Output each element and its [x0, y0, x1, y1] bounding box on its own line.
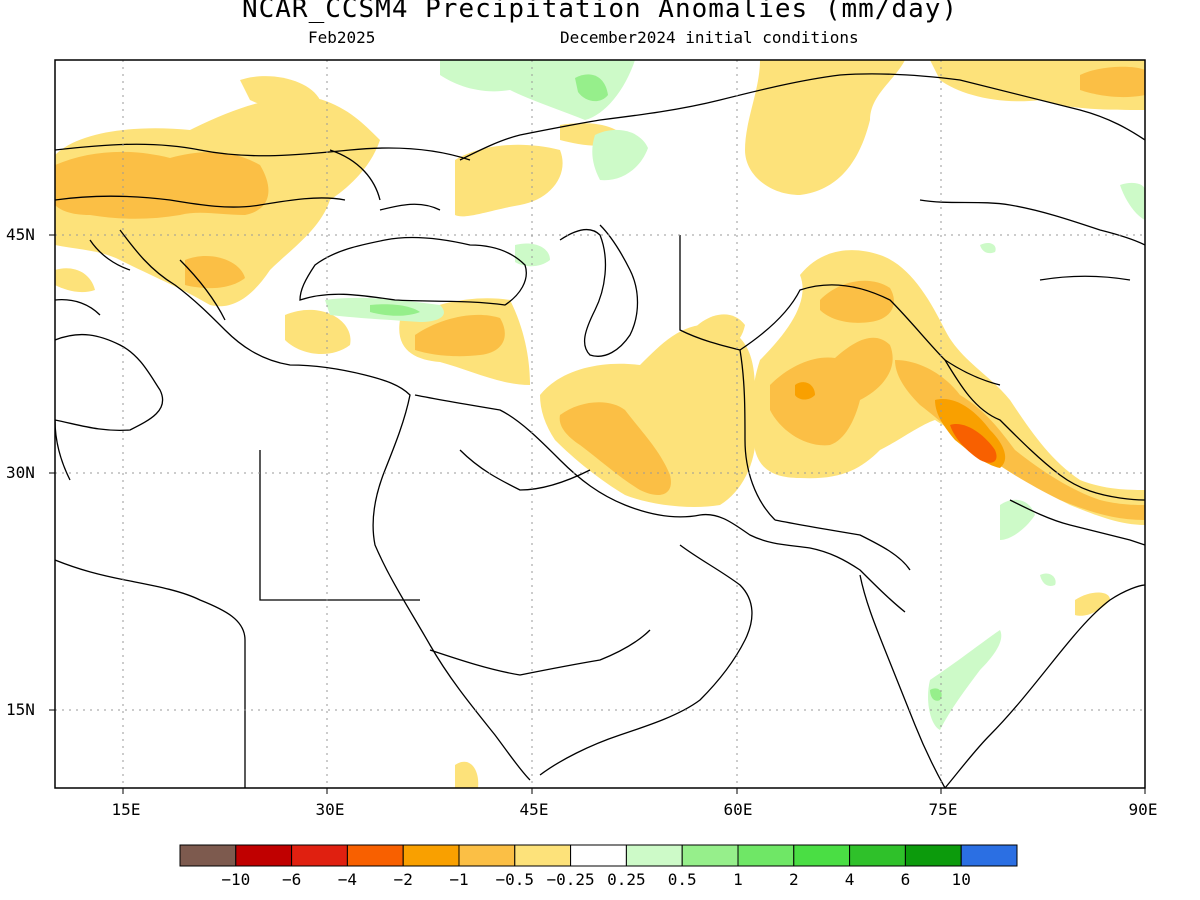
anomaly-shading: [55, 60, 1145, 788]
lon-label-90e: 90E: [1128, 800, 1158, 819]
colorbar-swatch: [960, 844, 1018, 867]
colorbar-label: 0.5: [667, 870, 697, 889]
lat-label-15n: 15N: [6, 700, 35, 719]
graticule: [55, 60, 1145, 788]
axis-ticks: [49, 234, 1146, 794]
colorbar-label: 1: [733, 870, 743, 889]
colorbar-label: −0.5: [495, 870, 535, 889]
forecast-month: Feb2025: [308, 28, 376, 47]
colorbar-label: −0.25: [546, 870, 595, 889]
colorbar-swatch: [793, 844, 851, 867]
colorbar-label: −1: [449, 870, 469, 889]
colorbar-swatch: [681, 844, 739, 867]
lat-label-30n: 30N: [6, 463, 35, 482]
colorbar-swatch: [570, 844, 627, 867]
colorbar: [179, 844, 1018, 867]
colorbar-label: 2: [788, 870, 799, 889]
colorbar-label: −2: [393, 870, 413, 889]
lon-label-45e: 45E: [519, 800, 549, 819]
map-title: NCAR_CCSM4 Precipitation Anomalies (mm/d…: [241, 0, 959, 24]
colorbar-swatch: [346, 844, 404, 867]
colorbar-swatch: [737, 844, 795, 867]
lat-label-45n: 45N: [6, 225, 35, 244]
colorbar-swatch: [625, 844, 683, 867]
coastlines-borders: [55, 73, 1145, 788]
colorbar-label: 0.25: [607, 870, 646, 889]
map-frame: [54, 59, 1146, 789]
colorbar-swatch: [291, 844, 348, 867]
colorbar-swatch: [179, 844, 237, 867]
colorbar-swatch: [904, 844, 962, 867]
colorbar-label: −10: [221, 870, 251, 889]
colorbar-swatch: [458, 844, 516, 867]
colorbar-label: −6: [281, 870, 302, 889]
colorbar-label: −4: [337, 870, 358, 889]
lon-label-15e: 15E: [111, 800, 141, 819]
lon-label-75e: 75E: [928, 800, 958, 819]
lon-label-30e: 30E: [315, 800, 345, 819]
colorbar-swatch: [514, 844, 572, 867]
colorbar-label: 6: [900, 870, 911, 889]
colorbar-swatch: [402, 844, 460, 867]
colorbar-swatch: [849, 844, 906, 867]
lon-label-60e: 60E: [723, 800, 753, 819]
colorbar-swatch: [235, 844, 293, 867]
colorbar-label: 4: [844, 870, 855, 889]
initial-conditions: December2024 initial conditions: [560, 28, 859, 47]
colorbar-label: 10: [951, 870, 971, 889]
